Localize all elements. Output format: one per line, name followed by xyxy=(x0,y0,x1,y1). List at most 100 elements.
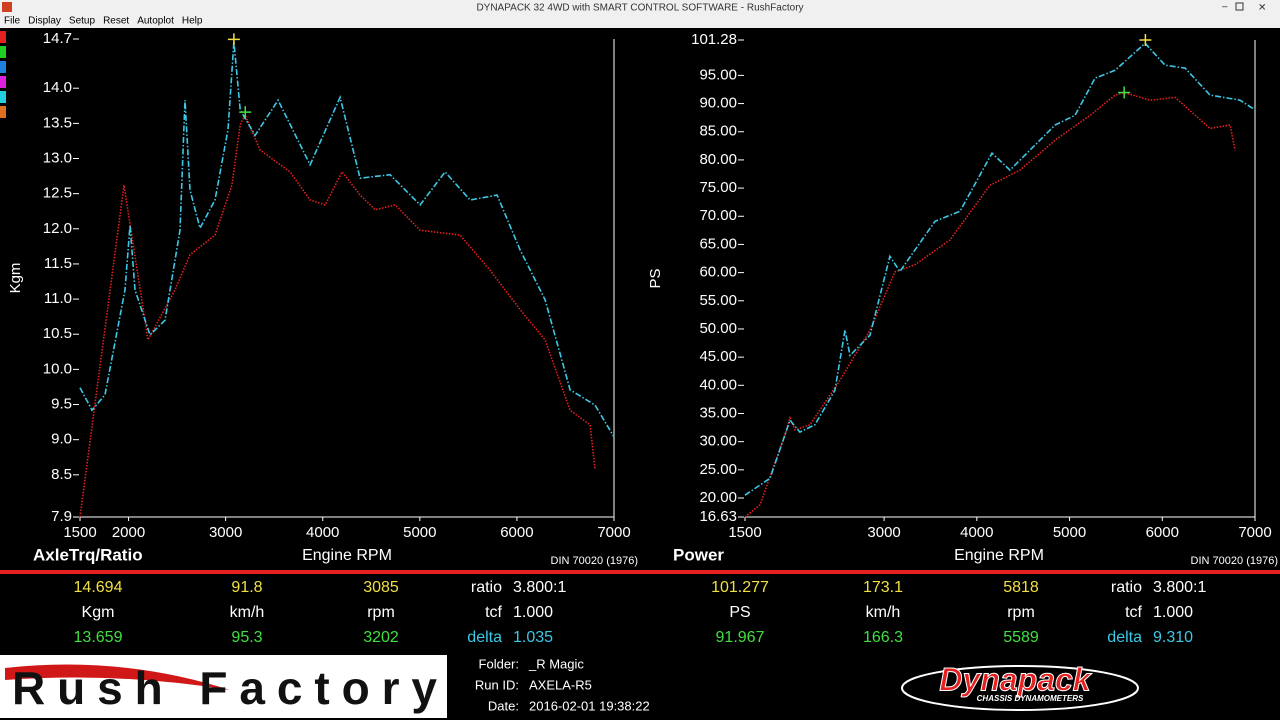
info-label: Folder: xyxy=(479,656,519,671)
rush-swoosh xyxy=(5,664,230,690)
x-tick-label: 6000 xyxy=(500,524,533,541)
trace-swatch[interactable] xyxy=(0,76,6,88)
readout-cell: 3.800:1 xyxy=(513,579,566,596)
chart-note: DIN 70020 (1976) xyxy=(551,555,638,567)
x-tick-label: 7000 xyxy=(597,524,630,541)
readout-cell: km/h xyxy=(866,604,901,621)
app-icon xyxy=(2,2,12,12)
separator xyxy=(0,570,1280,574)
y-tick-label: 65.00 xyxy=(699,235,737,252)
y-tick-label: 25.00 xyxy=(699,461,737,478)
trace-swatch[interactable] xyxy=(0,91,6,103)
readout-cell: 101.277 xyxy=(711,579,769,596)
y-tick-label: 95.00 xyxy=(699,66,737,83)
x-tick-label: 3000 xyxy=(209,524,242,541)
y-tick-label: 16.63 xyxy=(699,508,737,525)
x-tick-label: 1500 xyxy=(63,524,96,541)
readout-cell: ratio xyxy=(471,579,502,596)
readout-cell: 5589 xyxy=(1003,629,1039,646)
menu-item[interactable]: Display xyxy=(28,16,61,27)
readout-cell: rpm xyxy=(367,604,395,621)
window-title: DYNAPACK 32 4WD with SMART CONTROL SOFTW… xyxy=(476,3,803,14)
trace-swatch[interactable] xyxy=(0,106,6,118)
readout-cell: Kgm xyxy=(82,604,115,621)
y-tick-label: 90.00 xyxy=(699,95,737,112)
info-label: Date: xyxy=(488,698,519,713)
line-series xyxy=(79,41,615,438)
y-tick-label: 70.00 xyxy=(699,207,737,224)
close[interactable]: ✕ xyxy=(1258,3,1266,14)
readout-cell: tcf xyxy=(1125,604,1142,621)
x-axis-label: Engine RPM xyxy=(302,547,392,564)
readout-cell: 1.000 xyxy=(513,604,553,621)
y-tick-label: 85.00 xyxy=(699,123,737,140)
readout-cell: 95.3 xyxy=(231,629,262,646)
peak-marker xyxy=(1118,86,1131,99)
y-tick-label: 11.5 xyxy=(44,255,72,272)
line-series xyxy=(79,112,596,518)
trace-swatch[interactable] xyxy=(0,61,6,73)
y-tick-label: 13.0 xyxy=(43,149,72,166)
x-axis-label: Engine RPM xyxy=(954,547,1044,564)
trace-swatch[interactable] xyxy=(0,31,6,43)
line-series xyxy=(744,42,1256,496)
y-tick-label: 12.5 xyxy=(43,185,72,202)
dynapack-swoosh xyxy=(901,665,1139,711)
y-tick-label: 75.00 xyxy=(699,179,737,196)
readout-cell: 1.035 xyxy=(513,629,553,646)
x-tick-label: 3000 xyxy=(867,524,900,541)
y-tick-label: 14.0 xyxy=(43,79,72,96)
y-tick-label: 10.0 xyxy=(43,360,72,377)
y-tick-label: 45.00 xyxy=(699,348,737,365)
window-controls[interactable]: – ✕ xyxy=(1222,2,1266,14)
minimize[interactable]: – xyxy=(1222,2,1228,13)
readout-cell: 14.694 xyxy=(74,579,123,596)
y-tick-label: 80.00 xyxy=(699,151,737,168)
readout-cell: 5818 xyxy=(1003,579,1039,596)
trace-legend xyxy=(0,31,6,118)
y-tick-label: 8.5 xyxy=(51,466,72,483)
readout-cell: 3085 xyxy=(363,579,399,596)
readout-cell: delta xyxy=(467,629,502,646)
x-tick-label: 4000 xyxy=(960,524,993,541)
y-tick-label: 13.5 xyxy=(43,114,72,131)
rush-logo: Rush Factory xyxy=(12,662,437,714)
menu-item[interactable]: Reset xyxy=(103,16,129,27)
menu-item[interactable]: Setup xyxy=(69,16,96,27)
info-value: _R Magic xyxy=(528,656,584,671)
dynapack-subtitle: CHASSIS DYNAMOMETERS xyxy=(977,694,1084,703)
y-tick-label: 7.9 xyxy=(51,508,72,525)
chart-note: DIN 70020 (1976) xyxy=(1191,555,1278,567)
y-tick-label: 30.00 xyxy=(699,433,737,450)
x-tick-label: 4000 xyxy=(306,524,339,541)
y-tick-label: 20.00 xyxy=(699,489,737,506)
y-tick-label: 12.0 xyxy=(43,220,72,237)
chart-title: Power xyxy=(673,545,724,564)
info-label: Run ID: xyxy=(475,677,519,692)
restore[interactable] xyxy=(1235,2,1244,11)
readout-cell: tcf xyxy=(485,604,502,621)
x-tick-label: 5000 xyxy=(403,524,436,541)
x-tick-label: 7000 xyxy=(1238,524,1271,541)
peak-marker xyxy=(239,106,252,119)
x-tick-label: 6000 xyxy=(1146,524,1179,541)
y-tick-label: 60.00 xyxy=(699,264,737,281)
menu-item[interactable]: Help xyxy=(182,16,203,27)
menu-item[interactable]: Autoplot xyxy=(137,16,174,27)
y-axis-label: Kgm xyxy=(7,263,24,294)
readout-cell: 166.3 xyxy=(863,629,903,646)
readout-cell: delta xyxy=(1107,629,1142,646)
readout-cell: 91.8 xyxy=(231,579,262,596)
trace-swatch[interactable] xyxy=(0,46,6,58)
y-tick-label: 40.00 xyxy=(699,376,737,393)
y-tick-label: 55.00 xyxy=(699,292,737,309)
title-bar xyxy=(0,0,1280,14)
readout-cell: 1.000 xyxy=(1153,604,1193,621)
y-tick-label: 11.0 xyxy=(44,290,72,307)
y-tick-label: 50.00 xyxy=(699,320,737,337)
readout-cell: 91.967 xyxy=(716,629,765,646)
readout-cell: km/h xyxy=(230,604,265,621)
menu-item[interactable]: File xyxy=(4,16,21,27)
readout-cell: PS xyxy=(729,604,750,621)
